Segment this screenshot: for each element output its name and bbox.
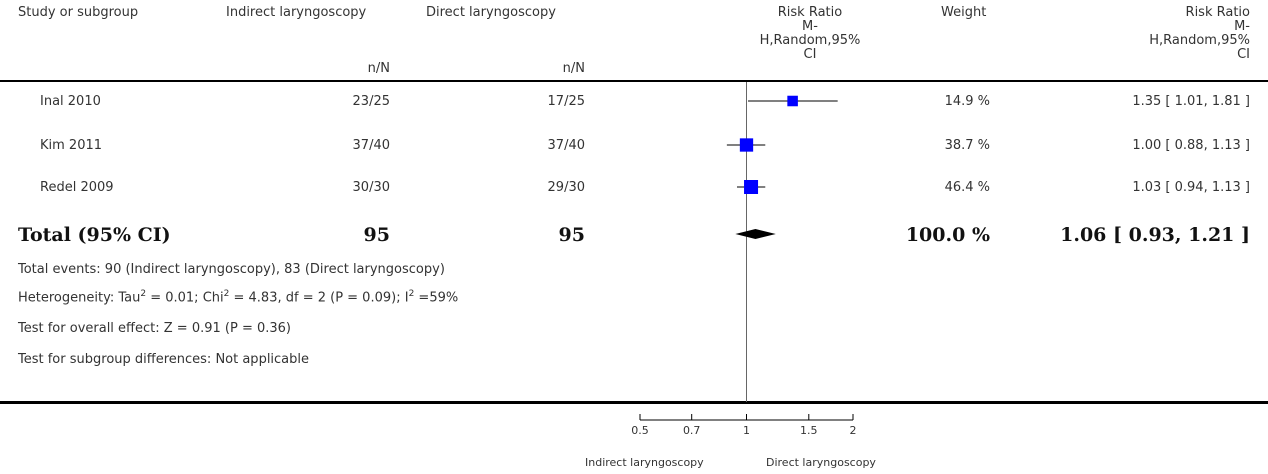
row-indirect-inal: 23/25 [352,94,390,109]
row-direct-inal: 17/25 [547,94,585,109]
axis-right-label: Direct laryngoscopy [766,456,876,469]
study-marker-inal-2010 [787,95,798,107]
total-ci: 1.06 [ 0.93, 1.21 ] [1060,224,1250,246]
x-tick-label: 0.5 [631,424,649,437]
footer-subgroup: Test for subgroup differences: Not appli… [18,352,310,367]
header-indirect-nn: n/N [367,61,390,76]
footer-events: Total events: 90 (Indirect laryngoscopy)… [18,262,445,277]
row-study-redel: Redel 2009 [40,180,114,195]
header-rr-line3: H,Random,95% [759,33,861,48]
row-indirect-redel: 30/30 [352,180,390,195]
footer-overall-effect: Test for overall effect: Z = 0.91 (P = 0… [18,321,291,336]
total-label: Total (95% CI) [18,224,171,246]
row-weight-inal: 14.9 % [944,94,990,109]
footer-rule [0,401,1268,404]
footer-heterogeneity: Heterogeneity: Tau2 = 0.01; Chi2 = 4.83,… [18,289,459,306]
axis-left-label: Indirect laryngoscopy [585,456,704,469]
row-study-kim: Kim 2011 [40,138,103,153]
header-weight: Weight [941,5,987,20]
study-marker-redel-2009 [744,180,759,194]
study-marker-kim-2011 [739,138,754,152]
header-direct: Direct laryngoscopy [426,5,556,20]
pooled-diamond [735,229,776,239]
row-direct-kim: 37/40 [547,138,585,153]
row-weight-kim: 38.7 % [944,138,990,153]
header-rr2-line2: M- [1234,19,1250,34]
row-direct-redel: 29/30 [547,180,585,195]
row-ci-inal: 1.35 [ 1.01, 1.81 ] [1132,94,1250,109]
header-direct-nn: n/N [562,61,585,76]
total-weight: 100.0 % [905,224,990,246]
x-tick-label: 0.7 [683,424,701,437]
header-rr-plot: Risk Ratio M- H,Random,95% CI [740,6,880,62]
x-tick-label: 1 [743,424,750,437]
header-rr-line2: M- [802,19,818,34]
header-rule [0,80,1268,82]
total-direct: 95 [558,224,585,246]
total-indirect: 95 [363,224,390,246]
header-rr2-line4: CI [1237,47,1250,62]
header-rr-value: Risk Ratio M- H,Random,95% CI [1110,6,1250,62]
header-indirect: Indirect laryngoscopy [226,5,367,20]
row-ci-redel: 1.03 [ 0.94, 1.13 ] [1132,180,1250,195]
header-rr-line1: Risk Ratio [777,5,843,20]
header-rr2-line1: Risk Ratio [1185,5,1250,20]
header-study: Study or subgroup [18,5,139,20]
header-rr2-line3: H,Random,95% [1149,33,1250,48]
header-rr-line4: CI [803,47,817,62]
row-ci-kim: 1.00 [ 0.88, 1.13 ] [1132,138,1250,153]
x-tick-label: 2 [850,424,857,437]
row-study-inal: Inal 2010 [40,94,101,109]
row-indirect-kim: 37/40 [352,138,390,153]
row-weight-redel: 46.4 % [944,180,990,195]
x-tick-label: 1.5 [800,424,818,437]
